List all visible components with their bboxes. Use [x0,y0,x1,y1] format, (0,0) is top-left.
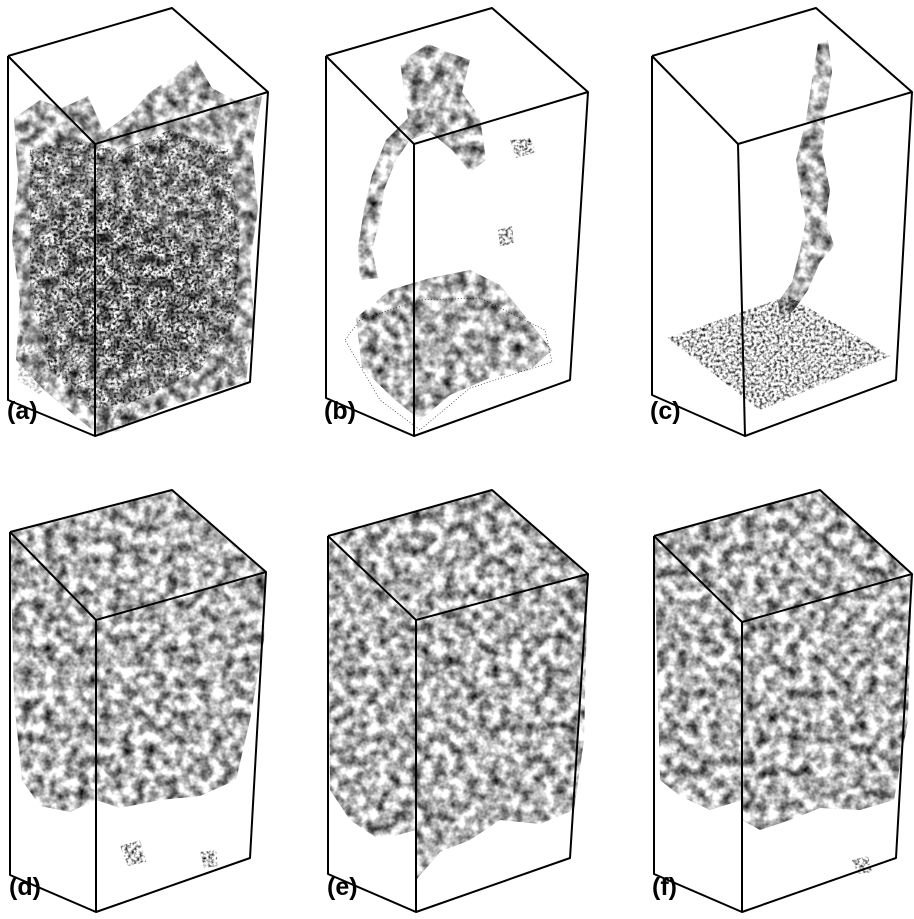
cluster-d-front [96,572,266,808]
panel-d: (d) [9,489,267,913]
cluster-f-front [742,574,912,830]
cluster-f-top [654,490,912,622]
panel-c: (c) [650,7,913,437]
cluster-d-left [10,532,96,812]
cluster-e-front [416,574,588,880]
panel-label-d: (d) [9,873,41,901]
cluster-d-spot2 [200,850,218,868]
cluster-d-spot1 [120,840,146,866]
box-d [9,489,267,913]
cluster-e-left [328,536,416,840]
panel-label-e: (e) [327,873,358,901]
cluster-c-strand [778,40,834,320]
cluster-d-top [10,490,266,620]
cluster-d [10,490,266,868]
panel-label-a: (a) [7,397,38,425]
cluster-a-shadow [18,330,252,432]
panel-b: (b) [324,7,589,437]
cluster-f-spot1 [852,856,872,874]
cluster-b-spot1 [510,138,536,158]
cluster-f [654,490,912,874]
cluster-e [328,490,588,880]
cluster-a-highlight [50,200,210,370]
box-e [327,489,589,913]
panel-e: (e) [327,489,589,913]
cluster-b-arch [358,44,486,280]
cluster-b-floor [356,270,552,420]
box-b [325,7,589,437]
cluster-f-left [654,536,742,810]
cluster-b-spot2 [498,226,514,246]
box-a [7,7,269,437]
box-f [653,489,913,913]
cluster-c [667,40,891,411]
box-c [651,7,913,437]
panel-a: (a) [7,7,269,437]
cluster-b [344,44,553,431]
panel-f: (f) [652,489,913,913]
panel-label-c: (c) [650,397,681,425]
panel-label-f: (f) [652,873,677,901]
cluster-e-top [328,490,588,620]
panel-label-b: (b) [324,397,356,425]
cluster-a [12,60,262,436]
cluster-c-base [667,295,891,411]
